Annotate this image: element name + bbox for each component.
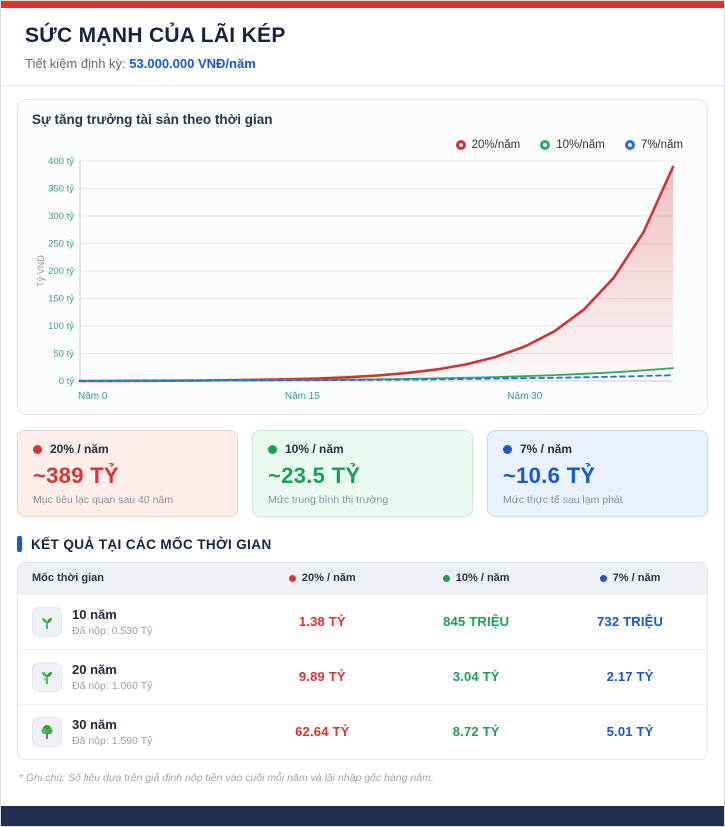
subtitle-label: Tiết kiệm định kỳ: bbox=[25, 56, 126, 71]
svg-text:400 tỷ: 400 tỷ bbox=[48, 156, 74, 167]
milestones-section-header: KẾT QUẢ TẠI CÁC MỐC THỜI GIAN bbox=[17, 536, 708, 552]
svg-text:Tỷ VND: Tỷ VND bbox=[36, 255, 46, 287]
section-title: KẾT QUẢ TẠI CÁC MỐC THỜI GIAN bbox=[31, 536, 272, 552]
svg-text:300 tỷ: 300 tỷ bbox=[48, 211, 74, 222]
chart-title: Sự tăng trưởng tài sản theo thời gian bbox=[32, 112, 273, 127]
value-7: 2.17 TỶ bbox=[606, 669, 654, 684]
red-dot-icon bbox=[288, 574, 296, 582]
table-row: 20 năm Đã nộp: 1.060 Tỷ 9.89 TỶ 3.04 TỶ … bbox=[18, 648, 707, 704]
subtitle-value: 53.000.000 VNĐ/năm bbox=[129, 56, 256, 71]
milestone-cell: 20 năm Đã nộp: 1.060 Tỷ bbox=[18, 661, 245, 692]
legend-label: 20%/năm bbox=[471, 139, 521, 151]
red-dot-icon bbox=[33, 444, 42, 454]
chart-legend: 20%/năm 10%/năm 7%/năm bbox=[42, 139, 683, 151]
value-20: 9.89 TỶ bbox=[298, 669, 346, 684]
svg-text:100 tỷ: 100 tỷ bbox=[48, 321, 74, 332]
growth-chart: 0 tỷ 50 tỷ 100 tỷ 150 tỷ 200 tỷ 250 tỷ 300 tỷ 3… bbox=[32, 153, 693, 410]
value-7: 732 TRIỆU bbox=[596, 614, 664, 629]
rate-row: 20% / năm bbox=[33, 442, 222, 456]
value-7: 5.01 TỶ bbox=[606, 724, 654, 739]
col-header-10: 10% / năm bbox=[399, 572, 553, 585]
col-header-milestone: Mốc thời gian bbox=[32, 572, 104, 585]
col-header-label: 7% / năm bbox=[612, 572, 661, 584]
legend-marker-green-icon bbox=[540, 140, 551, 150]
milestone-cell: 10 năm Đã nộp: 0.530 Tỷ bbox=[18, 606, 245, 637]
legend-label: 7%/năm bbox=[640, 139, 683, 151]
legend-marker-blue-icon bbox=[624, 140, 635, 150]
legend-label: 10%/năm bbox=[556, 139, 605, 151]
milestone-deposited: Đã nộp: 1.060 Tỷ bbox=[72, 679, 153, 692]
blue-dot-icon bbox=[503, 444, 512, 454]
rate-label: 10% / năm bbox=[285, 442, 344, 456]
growth-chart-svg: 0 tỷ 50 tỷ 100 tỷ 150 tỷ 200 tỷ 250 tỷ 300 tỷ 3… bbox=[36, 156, 675, 402]
blue-dot-icon bbox=[599, 574, 607, 582]
col-header-label: 10% / năm bbox=[455, 572, 510, 584]
svg-text:Năm 0: Năm 0 bbox=[78, 391, 108, 402]
seedling-icon bbox=[32, 606, 62, 637]
value-10: 3.04 TỶ bbox=[452, 669, 500, 684]
stat-desc: Mức thực tế sau lạm phát bbox=[503, 494, 623, 506]
svg-text:Năm 30: Năm 30 bbox=[507, 391, 542, 402]
svg-text:Năm 15: Năm 15 bbox=[285, 391, 320, 402]
col-header-label: 20% / năm bbox=[301, 572, 356, 584]
table-row: 10 năm Đã nộp: 0.530 Tỷ 1.38 TỶ 845 TRIỆ… bbox=[18, 593, 707, 649]
value-20: 1.38 TỶ bbox=[298, 614, 346, 629]
milestone-deposited: Đã nộp: 1.590 Tỷ bbox=[72, 734, 153, 747]
table-header-row: Mốc thời gian 20% / năm 10% / năm 7% / n… bbox=[18, 563, 707, 594]
col-header-7: 7% / năm bbox=[553, 572, 707, 585]
summary-card-10: 10% / năm ~23.5 TỶ Mức trung bình thị tr… bbox=[252, 430, 473, 517]
summary-cards-row: 20% / năm ~389 TỶ Mục tiêu lạc quan sau … bbox=[17, 430, 708, 517]
section-accent-bar bbox=[17, 536, 22, 552]
legend-marker-red-icon bbox=[455, 140, 466, 150]
svg-text:250 tỷ: 250 tỷ bbox=[48, 239, 74, 250]
plant-icon bbox=[32, 661, 62, 692]
stat-value: ~23.5 TỶ bbox=[268, 463, 361, 488]
top-accent-bar bbox=[1, 1, 724, 8]
footer-bar bbox=[1, 806, 724, 826]
rate-label: 7% / năm bbox=[520, 442, 573, 456]
savings-subtitle: Tiết kiệm định kỳ: 53.000.000 VNĐ/năm bbox=[25, 56, 700, 75]
growth-chart-card: Sự tăng trưởng tài sản theo thời gian 20… bbox=[17, 99, 708, 415]
stat-desc: Mục tiêu lạc quan sau 40 năm bbox=[33, 494, 174, 506]
page-title: SỨC MẠNH CỦA LÃI KÉP bbox=[25, 24, 286, 47]
stat-value: ~389 TỶ bbox=[33, 463, 119, 488]
stat-desc: Mức trung bình thị trường bbox=[268, 494, 389, 506]
milestone-period: 10 năm bbox=[72, 606, 117, 622]
green-dot-icon bbox=[442, 574, 450, 582]
footnote: * Ghi chú: Số liệu dựa trên giả định nộp… bbox=[19, 771, 434, 784]
svg-text:350 tỷ: 350 tỷ bbox=[48, 184, 74, 195]
svg-text:50 tỷ: 50 tỷ bbox=[53, 349, 74, 360]
legend-item-10[interactable]: 10%/năm bbox=[540, 139, 605, 151]
value-10: 8.72 TỶ bbox=[452, 724, 500, 739]
page-header: SỨC MẠNH CỦA LÃI KÉP Tiết kiệm định kỳ: … bbox=[1, 8, 724, 86]
milestone-period: 30 năm bbox=[72, 716, 117, 732]
tree-icon bbox=[32, 716, 62, 747]
milestone-period: 20 năm bbox=[72, 661, 117, 677]
col-header-20: 20% / năm bbox=[245, 572, 399, 585]
stat-value: ~10.6 TỶ bbox=[503, 463, 596, 488]
value-10: 845 TRIỆU bbox=[443, 614, 510, 629]
green-dot-icon bbox=[268, 444, 277, 454]
summary-card-20: 20% / năm ~389 TỶ Mục tiêu lạc quan sau … bbox=[17, 430, 238, 517]
milestone-cell: 30 năm Đã nộp: 1.590 Tỷ bbox=[18, 716, 245, 747]
svg-text:0 tỷ: 0 tỷ bbox=[59, 376, 75, 387]
svg-text:200 tỷ: 200 tỷ bbox=[48, 266, 74, 277]
rate-row: 10% / năm bbox=[268, 442, 457, 456]
milestone-deposited: Đã nộp: 0.530 Tỷ bbox=[72, 624, 153, 637]
rate-row: 7% / năm bbox=[503, 442, 692, 456]
milestones-table: Mốc thời gian 20% / năm 10% / năm 7% / n… bbox=[17, 562, 708, 760]
summary-card-7: 7% / năm ~10.6 TỶ Mức thực tế sau lạm ph… bbox=[487, 430, 708, 517]
value-20: 62.64 TỶ bbox=[295, 724, 350, 739]
svg-text:150 tỷ: 150 tỷ bbox=[48, 294, 74, 305]
legend-item-20[interactable]: 20%/năm bbox=[455, 139, 521, 151]
legend-item-7[interactable]: 7%/năm bbox=[624, 139, 683, 151]
table-row: 30 năm Đã nộp: 1.590 Tỷ 62.64 TỶ 8.72 TỶ… bbox=[18, 703, 707, 759]
rate-label: 20% / năm bbox=[50, 442, 109, 456]
